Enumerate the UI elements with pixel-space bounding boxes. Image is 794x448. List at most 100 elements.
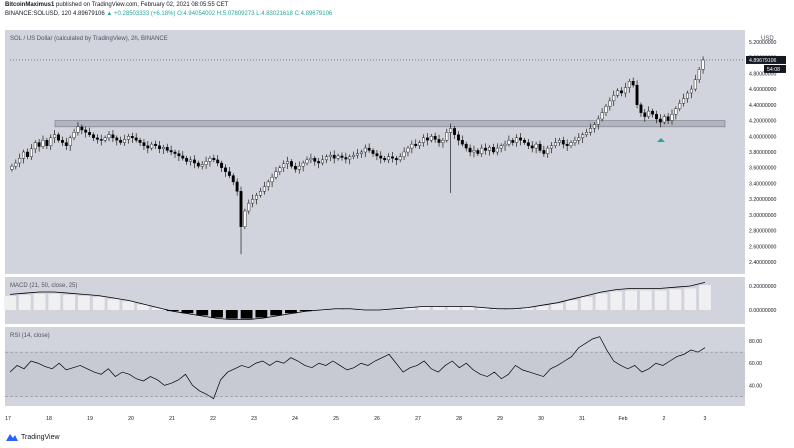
macd-histogram-bar [654,290,667,310]
price-tick-label: 5.20000000 [749,40,777,46]
candle-body [433,136,437,140]
candle-body [689,88,693,94]
price-change: +0.28503333 (+6.18%) [114,11,176,17]
rsi-pane-title: RSI (14, close) [10,333,50,339]
candle-body [589,128,592,133]
candle-body [503,143,507,146]
candle-body [76,126,80,133]
candle-body [391,156,394,159]
candle-body [274,171,278,178]
price-tick-label: 3.00000000 [749,213,777,219]
time-tick-label: 30 [538,416,544,422]
macd-histogram-bar [107,299,120,310]
candle-body [220,162,224,168]
candle-body [565,143,569,146]
candle-body [10,165,14,170]
last-price: 4.89679106 [73,11,105,17]
candle-body [80,126,84,131]
up-arrow-marker-icon [657,138,665,142]
candle-body [674,108,678,115]
up-arrow-icon: ▲ [106,11,113,17]
candle-body [557,139,561,143]
candle-body [134,137,138,141]
macd-histogram-bar [684,288,697,310]
candle-body [429,136,433,141]
candle-body [138,139,142,143]
rsi-tick-label: 80.00 [749,339,762,345]
macd-histogram-bar [521,307,534,310]
candle-body [301,162,305,167]
price-tick-label: 3.40000000 [749,181,777,187]
time-tick-label: 26 [374,416,380,422]
candle-body [192,159,196,164]
candle-body [523,139,526,143]
candle-body [406,147,410,153]
candle-body [410,143,414,149]
candle-body [670,114,674,121]
author-name[interactable]: BitcoinMaximus1 [5,2,55,8]
candle-body [375,153,379,157]
candle-body [239,191,243,227]
candle-body [169,150,173,153]
candle-body [290,161,293,167]
candle-body [488,147,491,151]
candle-body [317,161,321,164]
price-tick-label: 2.40000000 [749,260,777,266]
candle-body [620,90,623,94]
candle-body [363,147,367,153]
candle-body [394,158,398,161]
candle-body [554,142,557,146]
candle-body [678,103,682,109]
candle-body [693,79,697,90]
time-tick-label: 29 [497,416,503,422]
macd-histogram-bar [255,310,268,318]
last-price-tag [746,55,786,64]
candle-body [422,137,425,143]
candle-body [72,132,76,139]
candle-body [573,139,577,143]
candle-body [95,137,99,140]
candle-body [468,147,472,153]
candle-body [336,155,340,159]
candle-body [511,139,515,143]
candle-body [181,155,185,159]
rsi-pane[interactable] [5,336,745,400]
candle-body [441,139,445,143]
candle-body [305,159,309,164]
candle-body [616,90,620,96]
macd-histogram-bar [492,308,504,310]
candle-body [367,147,371,151]
candle-body [224,167,227,172]
candle-body [449,128,453,133]
candle-body [542,150,546,154]
price-tick-label: 4.40000000 [749,103,777,109]
ohlc-close: C:4.89679106 [294,11,333,17]
candle-body [37,142,41,147]
macd-histogram-bar [211,310,223,318]
macd-pane[interactable] [4,282,711,321]
candle-body [309,158,313,161]
candle-body [130,136,134,139]
time-tick-label: 25 [333,416,339,422]
candle-body [126,136,130,140]
candle-body [627,80,631,88]
time-tick-label: 28 [456,416,462,422]
candle-body [321,159,324,164]
price-pane[interactable] [10,56,745,255]
tradingview-logo[interactable]: TradingView [6,433,60,441]
macd-histogram-bar [418,306,430,310]
time-tick-label: 22 [210,416,216,422]
candle-body [356,153,359,156]
candle-body [476,150,480,154]
macd-histogram-bar [669,289,682,310]
candle-body [596,118,600,125]
candle-body [293,165,297,170]
candle-body [457,134,460,141]
macd-histogram-bar [181,310,194,314]
candle-body [383,158,387,161]
support-band[interactable] [54,120,726,128]
macd-histogram-bar [551,303,564,310]
candle-body [352,154,356,157]
macd-histogram-bar [506,308,519,310]
